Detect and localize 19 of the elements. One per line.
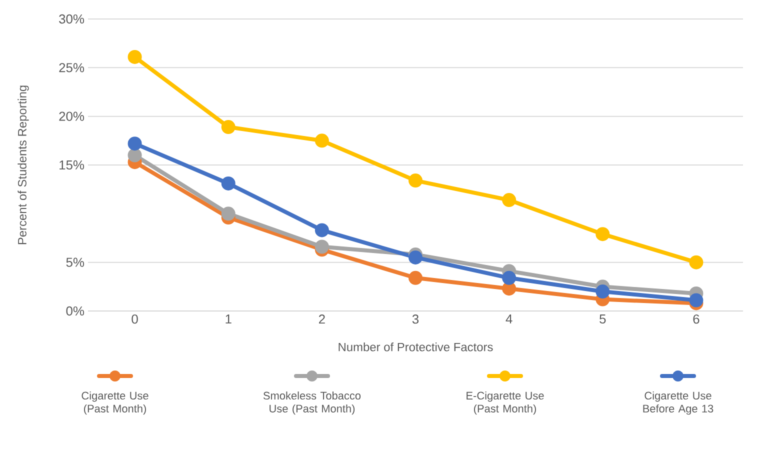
x-tick-label: 3	[412, 314, 419, 324]
y-tick-label: 20%	[59, 112, 84, 121]
x-tick-label: 0	[132, 314, 138, 324]
legend-label: Cigarette Use (Past Month)	[82, 392, 148, 415]
y-tick-label: 0%	[66, 306, 84, 316]
x-tick-label: 4	[506, 314, 512, 324]
y-tick-label: 5%	[66, 258, 84, 267]
y-tick-label: 15%	[60, 160, 84, 170]
x-tick-label: 1	[226, 314, 232, 324]
legend-label: Cigarette Use Before Age 13	[643, 392, 714, 415]
x-tick-label: 6	[693, 314, 700, 324]
y-tick-label: 30%	[59, 14, 84, 24]
x-axis-title: Number of Protective Factors	[338, 342, 493, 352]
x-tick-label: 2	[318, 314, 325, 324]
y-axis-title: Percent of Students Reporting	[18, 86, 29, 244]
x-tick-label: 5	[600, 314, 606, 324]
legend-label: Smokeless Tobacco Use (Past Month)	[263, 392, 361, 415]
legend-label: E-Cigarette Use (Past Month)	[466, 392, 544, 415]
y-tick-label: 25%	[59, 63, 84, 72]
